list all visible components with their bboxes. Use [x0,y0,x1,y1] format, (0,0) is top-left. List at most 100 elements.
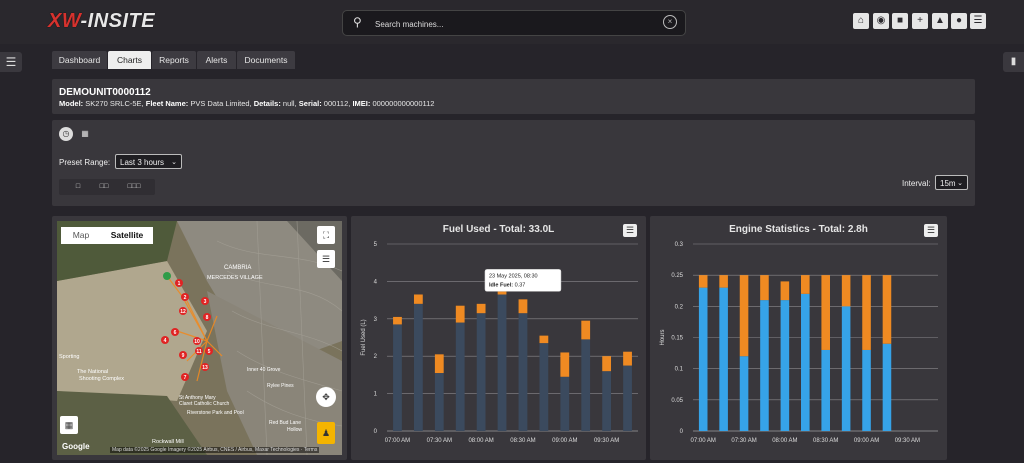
engine-chart-bar-segment[interactable] [882,343,892,431]
fuel-chart-bar-segment[interactable] [539,343,549,431]
fuel-chart-bar-segment[interactable] [413,294,423,304]
fuel-chart-bar-segment[interactable] [393,324,402,431]
engine-chart-bar-segment[interactable] [760,275,769,301]
fuel-chart-menu-icon[interactable]: ☰ [623,224,637,237]
fuel-chart-bar-segment[interactable] [518,313,528,431]
engine-chart-x-tick-label: 09:30 AM [895,438,920,444]
serial-value: 000112, [323,99,351,108]
engine-chart-bar-segment[interactable] [841,275,851,307]
engine-chart-bar-segment[interactable] [780,281,790,301]
tab-charts[interactable]: Charts [108,51,151,69]
clear-search-icon[interactable]: × [663,15,677,29]
svg-text:Claret Catholic Church: Claret Catholic Church [179,401,230,407]
tab-reports[interactable]: Reports [152,51,196,69]
engine-chart-bar-segment[interactable] [719,275,728,288]
fuel-chart-bar-segment[interactable] [518,299,528,314]
fuel-chart-bar-segment[interactable] [393,316,402,325]
engine-chart-bar-segment[interactable] [821,275,830,350]
layout-one-column-icon[interactable]: □ [75,183,81,190]
tab-documents[interactable]: Documents [237,51,295,69]
fuel-chart-bar-segment[interactable] [623,365,632,431]
svg-text:MERCEDES VILLAGE: MERCEDES VILLAGE [207,275,263,281]
engine-chart-bar-segment[interactable] [801,275,810,294]
feedback-icon[interactable]: ▮ [1003,52,1024,72]
layers-icon[interactable]: ☰ [970,13,986,29]
fullscreen-icon[interactable]: ⛶ [317,226,335,244]
engine-chart-menu-icon[interactable]: ☰ [924,224,938,237]
fuel-chart-tooltip-box [484,269,562,292]
engine-chart-y-tick-label: 0.2 [675,304,684,310]
calendar-icon[interactable]: ▦ [81,129,89,138]
fuel-chart-y-tick-label: 2 [374,354,378,360]
tab-dashboard[interactable]: Dashboard [52,51,107,69]
engine-chart-bar-segment[interactable] [698,287,708,431]
plus-box-icon[interactable]: + [912,13,928,29]
fuel-chart-bar-segment[interactable] [581,320,591,340]
engine-chart-bar-segment[interactable] [780,300,790,431]
preset-range-label: Preset Range: [59,158,111,167]
fuel-chart-bar-segment[interactable] [476,303,486,314]
fuel-chart-bar-segment[interactable] [602,356,612,372]
engine-chart-x-tick-label: 08:30 AM [813,438,838,444]
fuel-chart-bar-segment[interactable] [539,335,549,344]
users-icon[interactable]: ● [951,13,967,29]
engine-chart-bar-segment[interactable] [821,349,830,431]
satellite-view-button[interactable]: Satellite [101,227,153,244]
engine-chart-bar-segment[interactable] [841,306,851,431]
fuel-chart-bar-segment[interactable] [602,371,612,431]
svg-text:Rylee Pines: Rylee Pines [267,383,294,389]
svg-text:Red Bud Lane: Red Bud Lane [269,420,301,426]
engine-chart-bar-segment[interactable] [760,300,769,431]
engine-chart-bar-segment[interactable] [739,356,749,431]
fuel-chart-bar-segment[interactable] [455,305,465,323]
interval-select[interactable]: 15m ⌄ [935,175,968,190]
engine-chart-bar-segment[interactable] [882,275,892,344]
fuel-chart-bar-segment[interactable] [560,376,570,431]
fuel-chart-bar-segment[interactable] [476,313,486,431]
globe-icon[interactable]: ◉ [873,13,889,29]
map-attribution[interactable]: Map data ©2025 Google Imagery ©2025 Airb… [110,447,320,453]
bell-icon[interactable]: ▲ [932,13,948,29]
map-view-button[interactable]: Map [61,227,101,244]
fleet-label: Fleet Name: [145,99,189,108]
search-input[interactable] [373,14,657,34]
svg-text:10: 10 [194,339,200,345]
tab-alerts[interactable]: Alerts [197,51,236,69]
satellite-map[interactable]: CAMBRIA MERCEDES VILLAGE Sporting The Na… [57,221,342,455]
fuel-chart-bar-segment[interactable] [581,339,591,431]
home-icon[interactable]: ⌂ [853,13,869,29]
clock-icon[interactable]: ◷ [59,127,73,141]
fuel-chart-bar-segment[interactable] [623,351,632,366]
svg-text:2: 2 [184,295,187,301]
map-layers-icon[interactable]: ☰ [317,250,335,268]
svg-text:9: 9 [182,353,185,359]
engine-chart-bar-segment[interactable] [719,287,728,431]
fuel-chart: 0 1 2 3 4 5 Fuel Used (L) 07:00 AM 07:30 AM 08:00… [361,242,638,444]
sidebar-toggle-icon[interactable]: ☰ [0,52,22,72]
layout-three-column-icon[interactable]: □□□ [127,183,141,190]
fuel-chart-bar-segment[interactable] [497,294,507,431]
engine-chart-bar-segment[interactable] [862,275,871,350]
briefcase-icon[interactable]: ■ [892,13,908,29]
engine-chart-bar-segment[interactable] [698,275,708,288]
google-logo: Google [62,442,90,451]
fuel-chart-bar-segment[interactable] [455,322,465,431]
fuel-chart-bar-segment[interactable] [497,288,507,295]
fuel-chart-bar-segment[interactable] [434,354,444,374]
map-grid-icon[interactable]: ▦ [60,416,78,434]
pan-control-icon[interactable]: ✥ [316,387,336,407]
engine-chart-x-tick-label: 08:00 AM [772,438,797,444]
preset-range-select[interactable]: Last 3 hours ⌄ [115,154,182,169]
svg-text:The National: The National [77,369,108,375]
fuel-chart-bar-segment[interactable] [413,303,423,431]
street-view-pegman-icon[interactable]: ♟ [317,422,335,444]
map-imagery: CAMBRIA MERCEDES VILLAGE Sporting The Na… [57,221,342,455]
engine-chart-bar-segment[interactable] [801,293,810,431]
controls-panel [52,120,975,206]
app-logo[interactable]: XW-INSITE [48,10,155,33]
engine-chart-bar-segment[interactable] [862,349,871,431]
fuel-chart-bar-segment[interactable] [560,352,570,377]
engine-chart-bar-segment[interactable] [739,275,749,357]
layout-two-column-icon[interactable]: □□ [99,183,109,190]
fuel-chart-bar-segment[interactable] [434,373,444,431]
